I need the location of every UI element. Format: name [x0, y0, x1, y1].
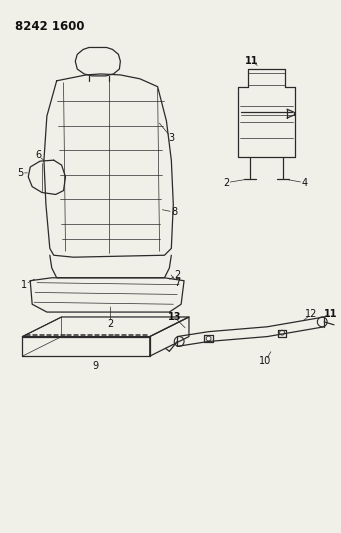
Text: 8: 8: [171, 207, 177, 217]
Text: 2: 2: [223, 177, 229, 188]
Text: 3: 3: [168, 133, 174, 143]
Text: 9: 9: [93, 361, 99, 371]
Text: 10: 10: [259, 356, 271, 366]
Text: 11: 11: [324, 309, 338, 319]
Text: 6: 6: [35, 150, 41, 160]
Text: 2: 2: [174, 270, 180, 280]
Text: 12: 12: [305, 309, 318, 319]
Text: 13: 13: [167, 312, 181, 322]
Text: 11: 11: [245, 56, 258, 66]
Text: 7: 7: [174, 278, 180, 288]
Text: 5: 5: [17, 168, 24, 178]
Text: 2: 2: [107, 319, 114, 329]
Text: 4: 4: [301, 177, 308, 188]
Text: 1: 1: [21, 280, 27, 289]
Text: 8242 1600: 8242 1600: [15, 20, 84, 33]
